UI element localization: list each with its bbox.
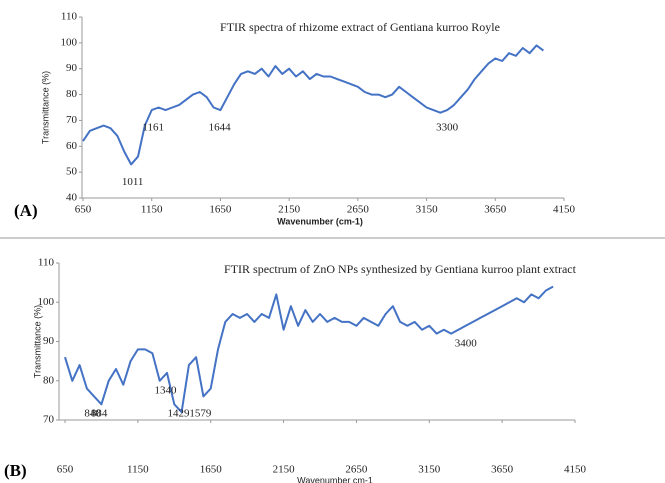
y-tick-label: 110 bbox=[38, 257, 55, 269]
y-tick-label: 80 bbox=[66, 88, 78, 100]
y-tick-label: 90 bbox=[43, 335, 55, 347]
y-axis-label: Transmittance (%) bbox=[40, 71, 50, 144]
x-tick-label: 4150 bbox=[564, 464, 587, 476]
y-tick-label: 90 bbox=[66, 62, 78, 74]
y-axis-label: Transmittance (%) bbox=[32, 305, 42, 378]
peak-label: 840 bbox=[84, 408, 101, 420]
y-tick-label: 70 bbox=[66, 114, 78, 126]
peak-label: 3300 bbox=[436, 122, 459, 134]
x-tick-label: 4150 bbox=[553, 204, 576, 216]
x-tick-label: 2150 bbox=[273, 464, 296, 476]
x-tick-label: 1150 bbox=[127, 464, 149, 476]
x-tick-label: 3650 bbox=[491, 464, 514, 476]
x-axis-label: Wavenumber cm-1 bbox=[297, 475, 373, 483]
y-tick-label: 40 bbox=[66, 192, 78, 204]
y-tick-label: 100 bbox=[61, 36, 78, 48]
spectrum-line bbox=[82, 44, 545, 166]
x-tick-label: 2650 bbox=[345, 464, 368, 476]
y-tick-label: 50 bbox=[66, 166, 78, 178]
peak-label: 1161 bbox=[142, 122, 164, 134]
peak-label: 1340 bbox=[155, 384, 178, 396]
x-tick-label: 1150 bbox=[141, 204, 163, 216]
x-tick-label: 3150 bbox=[416, 204, 439, 216]
y-tick-label: 80 bbox=[43, 374, 55, 386]
x-tick-label: 650 bbox=[57, 464, 74, 476]
peak-label: 884 bbox=[91, 408, 108, 420]
x-tick-label: 2650 bbox=[347, 204, 370, 216]
peak-label: 1429 bbox=[168, 408, 191, 420]
x-axis-label: Wavenumber (cm-1) bbox=[277, 216, 363, 226]
peak-label: 1644 bbox=[209, 122, 232, 134]
peak-label: 3400 bbox=[455, 337, 478, 349]
panel-label: (B) bbox=[4, 461, 27, 480]
x-tick-label: 3650 bbox=[484, 204, 507, 216]
y-tick-label: 110 bbox=[61, 11, 78, 23]
chart-title: FTIR spectra of rhizome extract of Genti… bbox=[220, 20, 500, 34]
x-tick-label: 3150 bbox=[418, 464, 441, 476]
spectrum-line bbox=[64, 285, 554, 414]
x-tick-label: 650 bbox=[75, 204, 92, 216]
peak-label: 1579 bbox=[189, 408, 212, 420]
x-tick-label: 1650 bbox=[209, 204, 232, 216]
chart-title: FTIR spectrum of ZnO NPs synthesized by … bbox=[224, 262, 577, 276]
peak-label: 1011 bbox=[122, 176, 144, 188]
x-tick-label: 2150 bbox=[278, 204, 301, 216]
y-tick-label: 70 bbox=[43, 414, 55, 426]
y-tick-label: 60 bbox=[66, 140, 78, 152]
y-tick-label: 100 bbox=[38, 296, 55, 308]
x-tick-label: 1650 bbox=[200, 464, 223, 476]
panel-label: (A) bbox=[14, 201, 38, 220]
